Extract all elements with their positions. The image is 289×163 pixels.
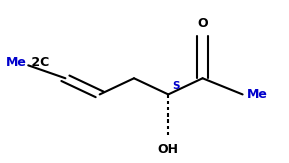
Text: O: O: [197, 17, 208, 30]
Text: Me: Me: [247, 88, 268, 101]
Text: OH: OH: [158, 143, 179, 156]
Text: Me: Me: [6, 56, 27, 69]
Text: S: S: [173, 82, 180, 91]
Text: 2C: 2C: [27, 56, 49, 69]
